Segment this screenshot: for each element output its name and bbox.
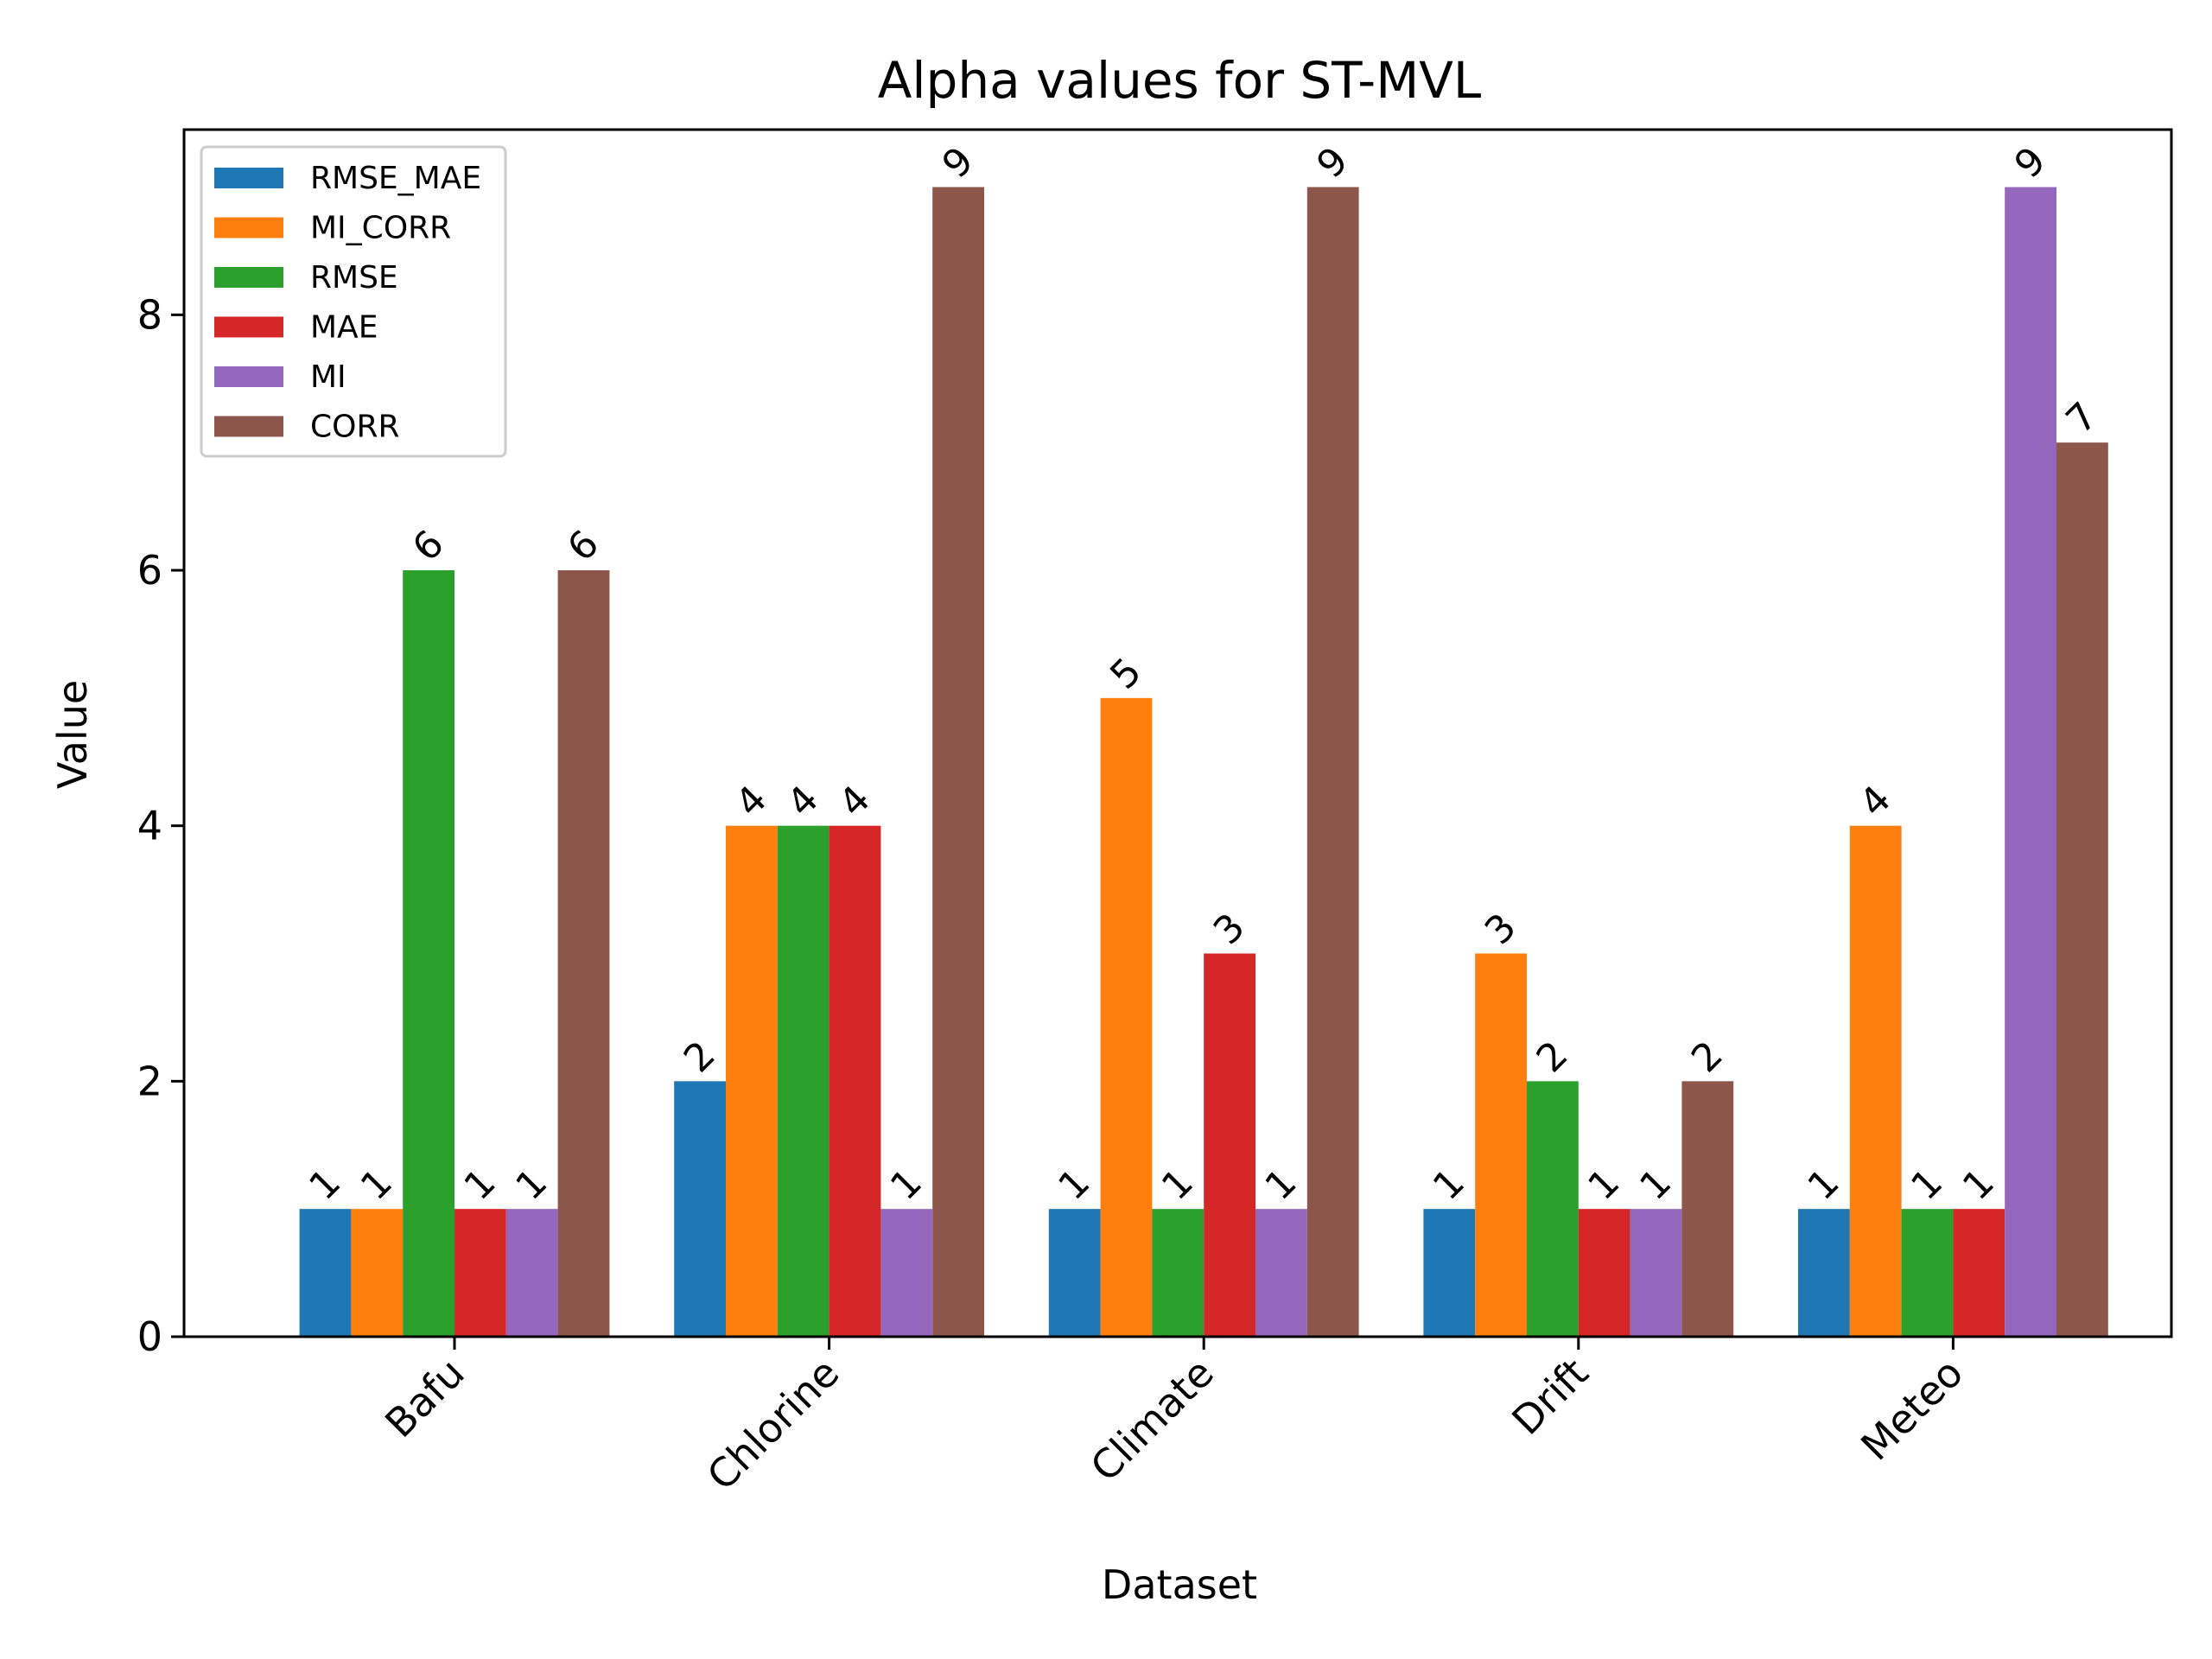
bar — [1953, 1209, 2005, 1337]
y-tick-label: 8 — [137, 291, 162, 338]
legend-label: RMSE — [310, 260, 398, 296]
bar — [1423, 1209, 1476, 1337]
bar — [1475, 953, 1527, 1337]
bar — [351, 1209, 404, 1337]
bar — [1048, 1209, 1101, 1337]
bar — [1527, 1081, 1579, 1337]
bar — [726, 825, 778, 1337]
bar — [1630, 1209, 1682, 1337]
legend-swatch — [214, 366, 283, 387]
bar — [1204, 953, 1255, 1337]
bar — [1681, 1081, 1734, 1337]
bar — [777, 825, 830, 1337]
bar — [932, 187, 984, 1337]
legend-swatch — [214, 168, 283, 188]
bar — [2005, 187, 2056, 1337]
legend-label: MI_CORR — [310, 211, 451, 246]
chart-title: Alpha values for ST-MVL — [878, 51, 1482, 110]
y-axis-label: Value — [49, 680, 96, 789]
bar — [1901, 1209, 1954, 1337]
legend-label: RMSE_MAE — [310, 161, 481, 196]
bar — [674, 1081, 726, 1337]
y-tick-label: 4 — [137, 803, 162, 849]
bar — [403, 570, 454, 1337]
bar — [454, 1209, 506, 1337]
bar — [1849, 825, 1902, 1337]
bar — [1255, 1209, 1307, 1337]
bar — [1798, 1209, 1850, 1337]
bar — [1306, 187, 1359, 1337]
legend-swatch — [214, 267, 283, 288]
bar — [505, 1209, 558, 1337]
x-axis-label: Dataset — [1102, 1561, 1257, 1608]
bar — [1578, 1209, 1630, 1337]
legend-label: CORR — [310, 410, 400, 445]
legend-swatch — [214, 217, 283, 238]
y-tick-label: 0 — [137, 1313, 162, 1360]
bar — [1152, 1209, 1205, 1337]
bar — [829, 825, 881, 1337]
bar — [2056, 442, 2108, 1337]
bar — [880, 1209, 933, 1337]
bar — [1100, 697, 1153, 1337]
y-tick-label: 2 — [137, 1058, 162, 1104]
legend-label: MAE — [310, 310, 378, 346]
legend-swatch — [214, 416, 283, 437]
bar — [299, 1209, 352, 1337]
legend-swatch — [214, 316, 283, 338]
axes-frame — [182, 128, 2173, 1338]
legend: RMSE_MAE MI_CORR RMSE MAE MI CORR — [200, 145, 507, 458]
y-tick-label: 6 — [137, 547, 162, 594]
bar — [557, 570, 610, 1337]
legend-label: MI — [310, 359, 346, 395]
